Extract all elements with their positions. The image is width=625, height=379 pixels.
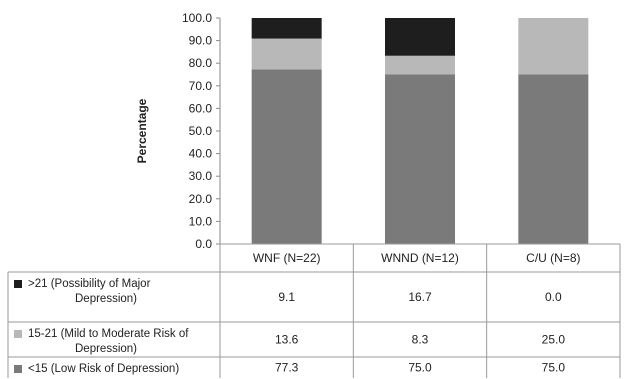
y-axis: 0.0 10.0 20.0 30.0 40.0 50.0 60.0 70.0 80.0 90.0 1…: [135, 11, 221, 251]
y-tick-label: 70.0: [189, 79, 213, 93]
bar-segment-mild-2: [518, 18, 589, 75]
data-value-label: 75.0: [542, 361, 566, 375]
legend-label: <15 (Low Risk of Depression): [28, 363, 179, 375]
data-value-label: 75.0: [408, 361, 432, 375]
y-tick-label: 0.0: [195, 237, 212, 251]
legend-label: >21 (Possibility of Major: [28, 278, 151, 290]
category-label: WNF (N=22): [253, 251, 321, 265]
legend-swatch: [14, 280, 22, 288]
legend-label: Depression): [75, 343, 137, 355]
legend-label: Depression): [75, 293, 137, 305]
data-value-label: 16.7: [408, 290, 432, 304]
y-tick-label: 30.0: [189, 169, 213, 183]
y-tick-label: 10.0: [189, 214, 213, 228]
y-tick-label: 50.0: [189, 124, 213, 138]
y-tick-label: 100.0: [182, 11, 212, 25]
data-value-label: 0.0: [545, 290, 562, 304]
y-axis-label: Percentage: [135, 98, 149, 163]
y-tick-label: 20.0: [189, 192, 213, 206]
bar-segment-mild-1: [385, 55, 455, 75]
data-value-label: 13.6: [275, 333, 299, 347]
y-tick-label: 90.0: [189, 34, 213, 48]
y-tick-label: 80.0: [189, 56, 213, 70]
bar-segment-low-0: [251, 69, 322, 244]
bar-segment-mild-0: [251, 38, 322, 70]
data-value-label: 77.3: [275, 361, 299, 375]
bar-segment-low-2: [518, 74, 589, 244]
data-value-label: 9.1: [278, 290, 295, 304]
bar-segment-major-1: [385, 18, 455, 56]
data-value-label: 8.3: [412, 333, 429, 347]
y-tick-label: 60.0: [189, 101, 213, 115]
y-tick-label: 40.0: [189, 147, 213, 161]
category-label: WNND (N=12): [381, 251, 459, 265]
bar-segment-major-0: [251, 18, 322, 39]
legend-swatch: [14, 365, 22, 373]
legend-label: 15-21 (Mild to Moderate Risk of: [28, 328, 189, 340]
bars: [251, 18, 589, 244]
data-table: WNF (N=22) WNND (N=12) C/U (N=8) >21 (Possi…: [7, 243, 621, 378]
bar-segment-low-1: [385, 74, 455, 244]
legend-swatch: [14, 330, 22, 338]
category-label: C/U (N=8): [526, 251, 580, 265]
data-value-label: 25.0: [542, 333, 566, 347]
